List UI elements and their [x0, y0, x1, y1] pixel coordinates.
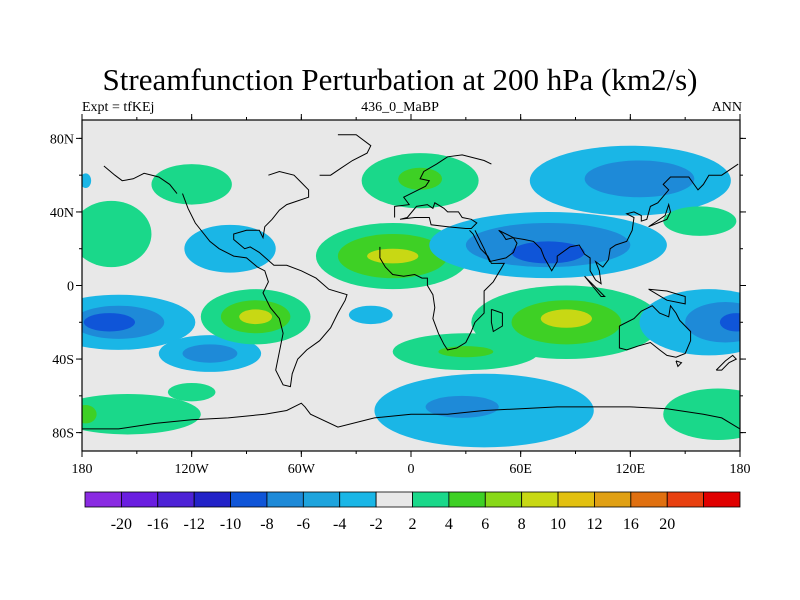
- colorbar-label: 8: [518, 516, 526, 533]
- coastline: [394, 154, 492, 218]
- x-tick-label: 120W: [175, 462, 210, 477]
- colorbar-label: 12: [586, 516, 602, 533]
- contour-region: [182, 344, 238, 363]
- contour-region: [348, 305, 393, 325]
- x-tick-label: 180: [72, 462, 93, 477]
- contour-region: [82, 173, 92, 189]
- colorbar-label: -12: [184, 516, 205, 533]
- y-tick-label: 40N: [50, 206, 74, 221]
- colorbar-swatch: [230, 491, 268, 508]
- colorbar-label: 6: [481, 516, 489, 533]
- contour-region: [685, 302, 740, 343]
- colorbar-swatch: [448, 491, 486, 508]
- plot-title: Streamfunction Perturbation at 200 hPa (…: [102, 62, 698, 97]
- x-tick-label: 0: [408, 462, 415, 477]
- coastline: [319, 134, 372, 176]
- colorbar-label: -4: [333, 516, 346, 533]
- colorbar-label: 20: [659, 516, 675, 533]
- coastline: [474, 163, 739, 285]
- coastline: [675, 360, 683, 368]
- contour-region: [151, 164, 232, 205]
- coastline: [379, 229, 506, 351]
- contour-region: [239, 309, 273, 325]
- contour-fields: [82, 145, 740, 448]
- y-tick-label: 80S: [52, 427, 74, 442]
- colorbar-swatch: [84, 491, 122, 508]
- x-tick-label: 60W: [288, 462, 316, 477]
- colorbar-swatch: [193, 491, 231, 508]
- experiment-label: Expt = tfKEj: [82, 100, 155, 115]
- colorbar-swatch: [666, 491, 705, 508]
- x-axis: 180 120W 60W 0 60E 120E 180: [72, 114, 751, 477]
- colorbar-swatch: [557, 491, 595, 508]
- coastline: [103, 165, 178, 194]
- colorbar-label: -10: [220, 516, 241, 533]
- colorbar-label: -6: [297, 516, 310, 533]
- y-tick-label: 40S: [52, 353, 74, 368]
- colorbar-swatch: [484, 491, 523, 508]
- colorbar-label: 4: [445, 516, 453, 533]
- colorbar-swatch: [375, 491, 413, 508]
- colorbar-label: 16: [623, 516, 639, 533]
- x-tick-label: 120E: [616, 462, 646, 477]
- y-axis: 80N 40N 0 40S 80S: [50, 132, 746, 442]
- contour-region: [184, 224, 276, 273]
- coastline: [648, 288, 686, 305]
- x-tick-label: 60E: [509, 462, 532, 477]
- contour-region: [82, 394, 201, 435]
- y-tick-label: 80N: [50, 132, 74, 147]
- contour-region: [663, 206, 737, 236]
- colorbar-label: 10: [550, 516, 566, 533]
- coastline: [648, 202, 672, 228]
- colorbar-swatch: [339, 491, 377, 508]
- colorbar-label: -8: [260, 516, 273, 533]
- colorbar-swatch: [630, 491, 668, 508]
- contour-region: [167, 382, 216, 402]
- y-tick-label: 0: [67, 280, 74, 295]
- colorbar-swatch: [412, 491, 450, 508]
- colorbar-label: -16: [147, 516, 168, 533]
- colorbar-label: -20: [111, 516, 132, 533]
- x-tick-label: 180: [730, 462, 751, 477]
- contour-region: [540, 309, 592, 328]
- contour-region: [82, 200, 152, 268]
- colorbar-label: -2: [369, 516, 382, 533]
- coastline: [490, 308, 503, 333]
- colorbar-swatch: [266, 491, 304, 508]
- coastline: [82, 402, 740, 430]
- case-label: 436_0_MaBP: [361, 100, 439, 115]
- coastline: [618, 304, 692, 358]
- coastline: [715, 354, 738, 371]
- colorbar-swatch: [703, 491, 741, 508]
- contour-region: [82, 405, 97, 424]
- season-label: ANN: [711, 100, 742, 115]
- coastline: [584, 275, 606, 297]
- colorbar-label: 2: [409, 516, 417, 533]
- coastline: [399, 202, 478, 229]
- colorbar-swatch: [521, 491, 559, 508]
- contour-region: [511, 241, 585, 264]
- coastlines: [82, 134, 740, 430]
- contour-region: [425, 395, 499, 418]
- colorbar-swatch: [120, 491, 159, 508]
- contour-region: [719, 313, 740, 332]
- colorbar-swatch: [157, 491, 195, 508]
- contour-region: [83, 313, 136, 332]
- colorbar-swatch: [594, 491, 632, 508]
- colorbar-swatch: [302, 491, 341, 508]
- coastline: [182, 170, 348, 388]
